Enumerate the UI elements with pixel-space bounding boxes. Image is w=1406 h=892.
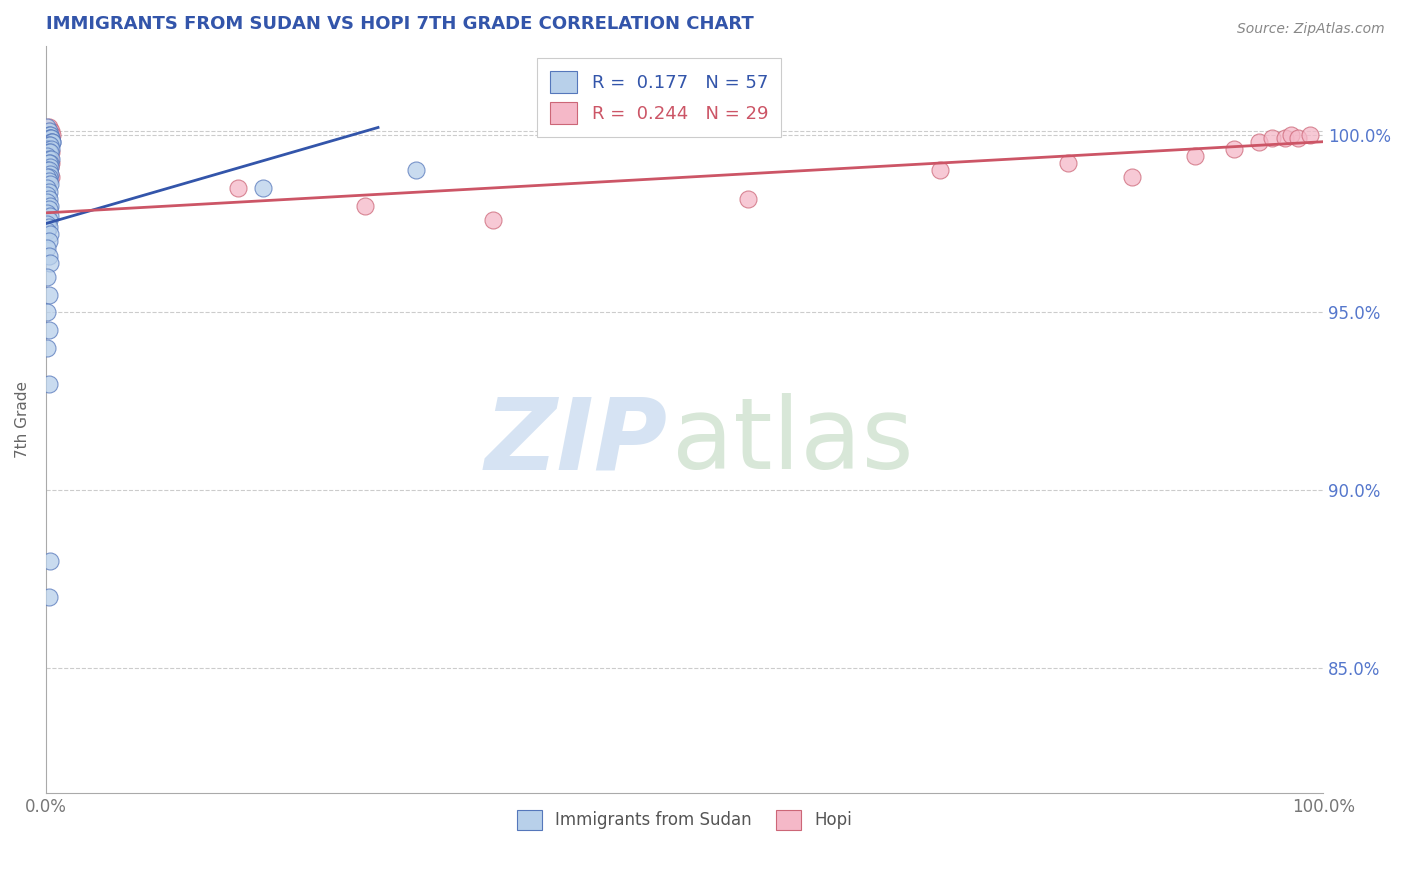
Point (41, 135, 63, 149)
Text: Source: ZipAtlas.com: Source: ZipAtlas.com (1237, 22, 1385, 37)
Point (37, 305, 59, 319)
Point (38, 255, 60, 269)
Point (39, 145, 62, 160)
Point (37, 341, 59, 355)
Point (37, 163, 59, 178)
Point (38, 174, 60, 188)
Point (38, 131, 60, 145)
Point (38, 554, 60, 568)
Point (38, 120, 60, 135)
Point (37, 217, 59, 231)
Point (38, 138, 60, 153)
Point (39, 156, 62, 170)
Point (38, 210, 60, 224)
Point (39, 131, 62, 145)
Point (39, 170, 62, 185)
Point (1249, 135, 1271, 149)
Point (38, 135, 60, 149)
Point (38, 235, 60, 249)
Point (1222, 142, 1244, 156)
Point (37, 142, 59, 156)
Point (38, 131, 60, 145)
Y-axis label: 7th Grade: 7th Grade (15, 381, 30, 458)
Point (38, 178, 60, 192)
Point (38, 138, 60, 153)
Point (482, 213, 505, 227)
Point (38, 163, 60, 178)
Point (38, 156, 60, 170)
Point (38, 287, 60, 301)
Point (1261, 131, 1284, 145)
Point (37, 120, 59, 135)
Point (38, 138, 60, 153)
Point (38, 153, 60, 167)
Point (38, 170, 60, 185)
Point (37, 224, 59, 238)
Point (37, 206, 59, 220)
Point (38, 192, 60, 206)
Point (38, 590, 60, 604)
Point (226, 181, 249, 195)
Point (37, 269, 59, 284)
Point (38, 199, 60, 213)
Point (38, 153, 60, 167)
Point (929, 163, 952, 178)
Point (38, 128, 60, 142)
Legend: Immigrants from Sudan, Hopi: Immigrants from Sudan, Hopi (510, 803, 859, 837)
Point (354, 199, 377, 213)
Text: atlas: atlas (672, 393, 914, 490)
Point (38, 128, 60, 142)
Point (38, 185, 60, 199)
Point (252, 181, 274, 195)
Point (38, 213, 60, 227)
Point (1121, 170, 1143, 185)
Point (39, 142, 62, 156)
Point (405, 163, 427, 178)
Point (1279, 128, 1302, 142)
Point (37, 241, 59, 255)
Point (37, 170, 59, 185)
Point (41, 135, 63, 149)
Point (38, 202, 60, 217)
Point (37, 149, 59, 163)
Point (38, 376, 60, 391)
Point (38, 227, 60, 242)
Point (38, 167, 60, 181)
Point (1274, 131, 1296, 145)
Point (39, 135, 62, 149)
Point (38, 323, 60, 337)
Point (737, 192, 759, 206)
Point (38, 156, 60, 170)
Point (1299, 128, 1322, 142)
Point (38, 160, 60, 174)
Point (37, 181, 59, 195)
Point (37, 195, 59, 210)
Point (38, 124, 60, 138)
Point (41, 128, 63, 142)
Point (38, 131, 60, 145)
Point (38, 248, 60, 262)
Text: IMMIGRANTS FROM SUDAN VS HOPI 7TH GRADE CORRELATION CHART: IMMIGRANTS FROM SUDAN VS HOPI 7TH GRADE … (46, 15, 754, 33)
Text: ZIP: ZIP (485, 393, 668, 490)
Point (39, 124, 62, 138)
Point (38, 160, 60, 174)
Point (39, 153, 62, 167)
Point (1286, 131, 1309, 145)
Point (1184, 149, 1206, 163)
Point (38, 145, 60, 160)
Point (38, 124, 60, 138)
Point (1056, 156, 1078, 170)
Point (37, 188, 59, 202)
Point (39, 131, 62, 145)
Point (38, 142, 60, 156)
Point (38, 220, 60, 235)
Point (38, 145, 60, 160)
